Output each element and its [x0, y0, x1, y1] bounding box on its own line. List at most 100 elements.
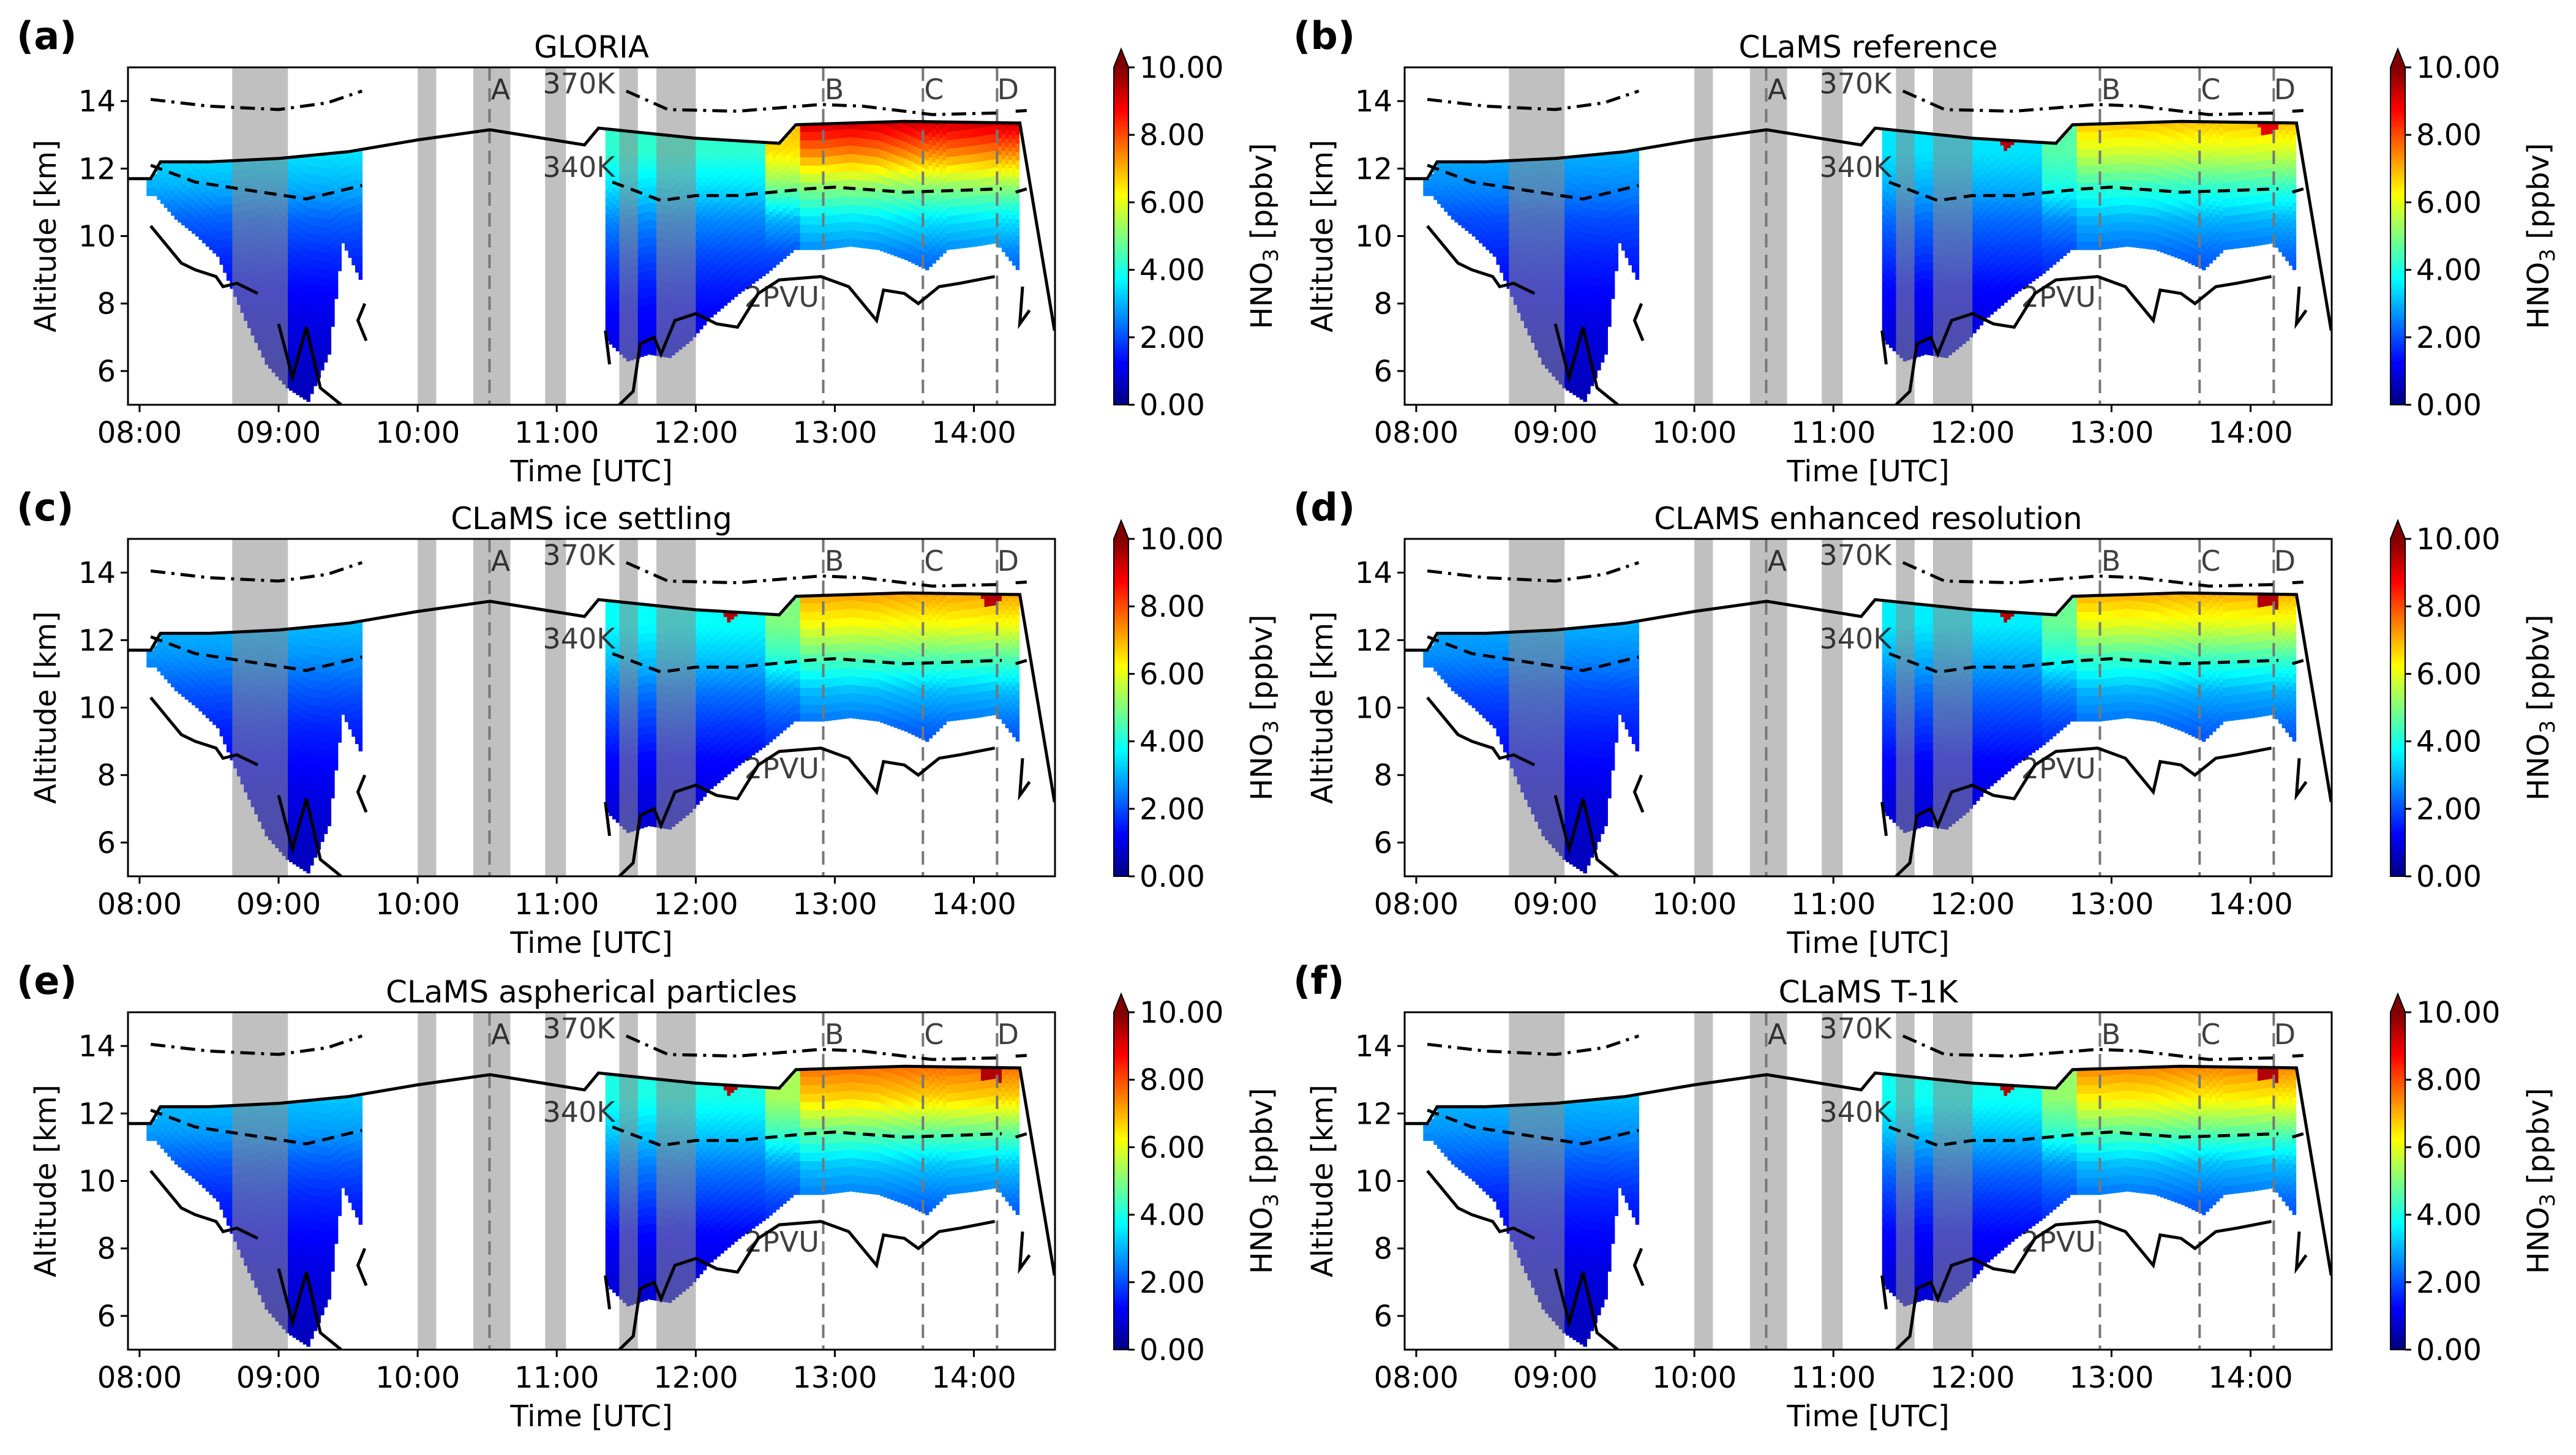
- heatmap-cell: [1015, 210, 1020, 220]
- heatmap-cell: [720, 140, 724, 149]
- heatmap-cell: [803, 207, 808, 217]
- heatmap-cell: [956, 239, 961, 249]
- heatmap-cell: [716, 260, 721, 270]
- x-tick-label: 13:00: [792, 416, 877, 450]
- heatmap-cell: [1566, 196, 1570, 205]
- heatmap-cell: [1892, 198, 1897, 208]
- heatmap-cell: [939, 247, 944, 257]
- heatmap-cell: [605, 247, 610, 257]
- heatmap-cell: [1920, 136, 1924, 145]
- heatmap-cell: [706, 203, 710, 212]
- heatmap-cell: [609, 184, 613, 193]
- heatmap-cell: [849, 170, 853, 179]
- heatmap-cell: [810, 241, 815, 250]
- heatmap-cell: [915, 256, 919, 266]
- heatmap-cell: [1572, 209, 1577, 218]
- heatmap-cell: [1572, 336, 1577, 345]
- heatmap-cell: [327, 278, 331, 287]
- heatmap-cell: [699, 143, 704, 152]
- heatmap-cell: [828, 173, 832, 182]
- heatmap-cell: [337, 203, 342, 212]
- heatmap-cell: [831, 189, 836, 198]
- heatmap-cell: [1008, 176, 1013, 186]
- heatmap-cell: [351, 231, 356, 240]
- heatmap-cell: [907, 219, 912, 228]
- heatmap-cell: [720, 299, 724, 309]
- heatmap-cell: [723, 162, 728, 171]
- heatmap-cell: [845, 204, 849, 214]
- heatmap-cell: [758, 261, 762, 271]
- heatmap-cell: [783, 233, 787, 242]
- heatmap-cell: [869, 206, 874, 216]
- heatmap-cell: [636, 146, 641, 156]
- heatmap-cell: [710, 198, 714, 208]
- colorbar-segment: [1114, 104, 1128, 108]
- heatmap-cell: [959, 189, 964, 198]
- colorbar-segment: [1114, 175, 1128, 179]
- heatmap-cell: [713, 272, 718, 281]
- heatmap-cell: [605, 189, 610, 198]
- heatmap-cell: [615, 131, 620, 141]
- heatmap-cell: [911, 220, 915, 230]
- heatmap-cell: [209, 207, 213, 217]
- colorbar-segment: [1114, 212, 1128, 217]
- heatmap-cell: [859, 163, 863, 172]
- heatmap-cell: [1920, 132, 1924, 137]
- heatmap-cell: [1607, 208, 1612, 217]
- heatmap-cell: [230, 178, 235, 188]
- heatmap-cell: [890, 121, 895, 129]
- heatmap-cell: [727, 268, 731, 278]
- heatmap-cell: [911, 212, 915, 222]
- heatmap-cell: [939, 164, 944, 173]
- heatmap-cell: [299, 160, 304, 170]
- heatmap-cell: [640, 145, 644, 155]
- heatmap-cell: [1604, 278, 1608, 287]
- heatmap-cell: [1610, 214, 1615, 224]
- heatmap-cell: [1485, 165, 1490, 175]
- heatmap-cell: [713, 280, 718, 290]
- heatmap-cell: [184, 162, 189, 170]
- heatmap-cell: [612, 263, 617, 273]
- heatmap-cell: [1458, 208, 1462, 217]
- heatmap-cell: [855, 196, 860, 206]
- heatmap-cell: [862, 146, 867, 156]
- heatmap-cell: [223, 171, 227, 181]
- heatmap-cell: [1005, 122, 1010, 130]
- heatmap-cell: [636, 171, 641, 181]
- heatmap-cell: [859, 122, 863, 130]
- heatmap-cell: [772, 174, 776, 184]
- heatmap-cell: [1885, 268, 1890, 277]
- heatmap-cell: [1635, 170, 1640, 179]
- heatmap-cell: [807, 131, 811, 141]
- heatmap-cell: [1593, 352, 1598, 362]
- heatmap-cell: [866, 189, 870, 198]
- heatmap-cell: [963, 179, 967, 189]
- heatmap-cell: [855, 154, 860, 164]
- heatmap-cell: [313, 157, 318, 167]
- heatmap-cell: [998, 163, 1002, 172]
- heatmap-cell: [946, 232, 950, 242]
- heatmap-cell: [744, 141, 749, 146]
- heatmap-cell: [970, 187, 975, 197]
- heatmap-cell: [984, 122, 989, 127]
- heatmap-cell: [1885, 301, 1890, 311]
- heatmap-cell: [974, 128, 978, 137]
- heatmap-cell: [702, 291, 707, 301]
- heatmap-cell: [831, 197, 836, 207]
- heatmap-cell: [1892, 131, 1897, 141]
- heatmap-cell: [1882, 197, 1887, 206]
- theta-370k-line: [625, 89, 1002, 116]
- heatmap-cell: [1444, 162, 1448, 170]
- heatmap-cell: [911, 162, 915, 171]
- heatmap-cell: [699, 320, 704, 329]
- heatmap-cell: [810, 140, 815, 149]
- heatmap-cell: [1923, 135, 1928, 144]
- heatmap-cell: [998, 146, 1002, 156]
- heatmap-cell: [887, 135, 892, 145]
- heatmap-cell: [1927, 152, 1931, 162]
- heatmap-cell: [727, 226, 731, 236]
- heatmap-cell: [876, 198, 881, 208]
- heatmap-cell: [1913, 332, 1918, 342]
- heatmap-cell: [734, 145, 738, 154]
- heatmap-cell: [1479, 225, 1483, 235]
